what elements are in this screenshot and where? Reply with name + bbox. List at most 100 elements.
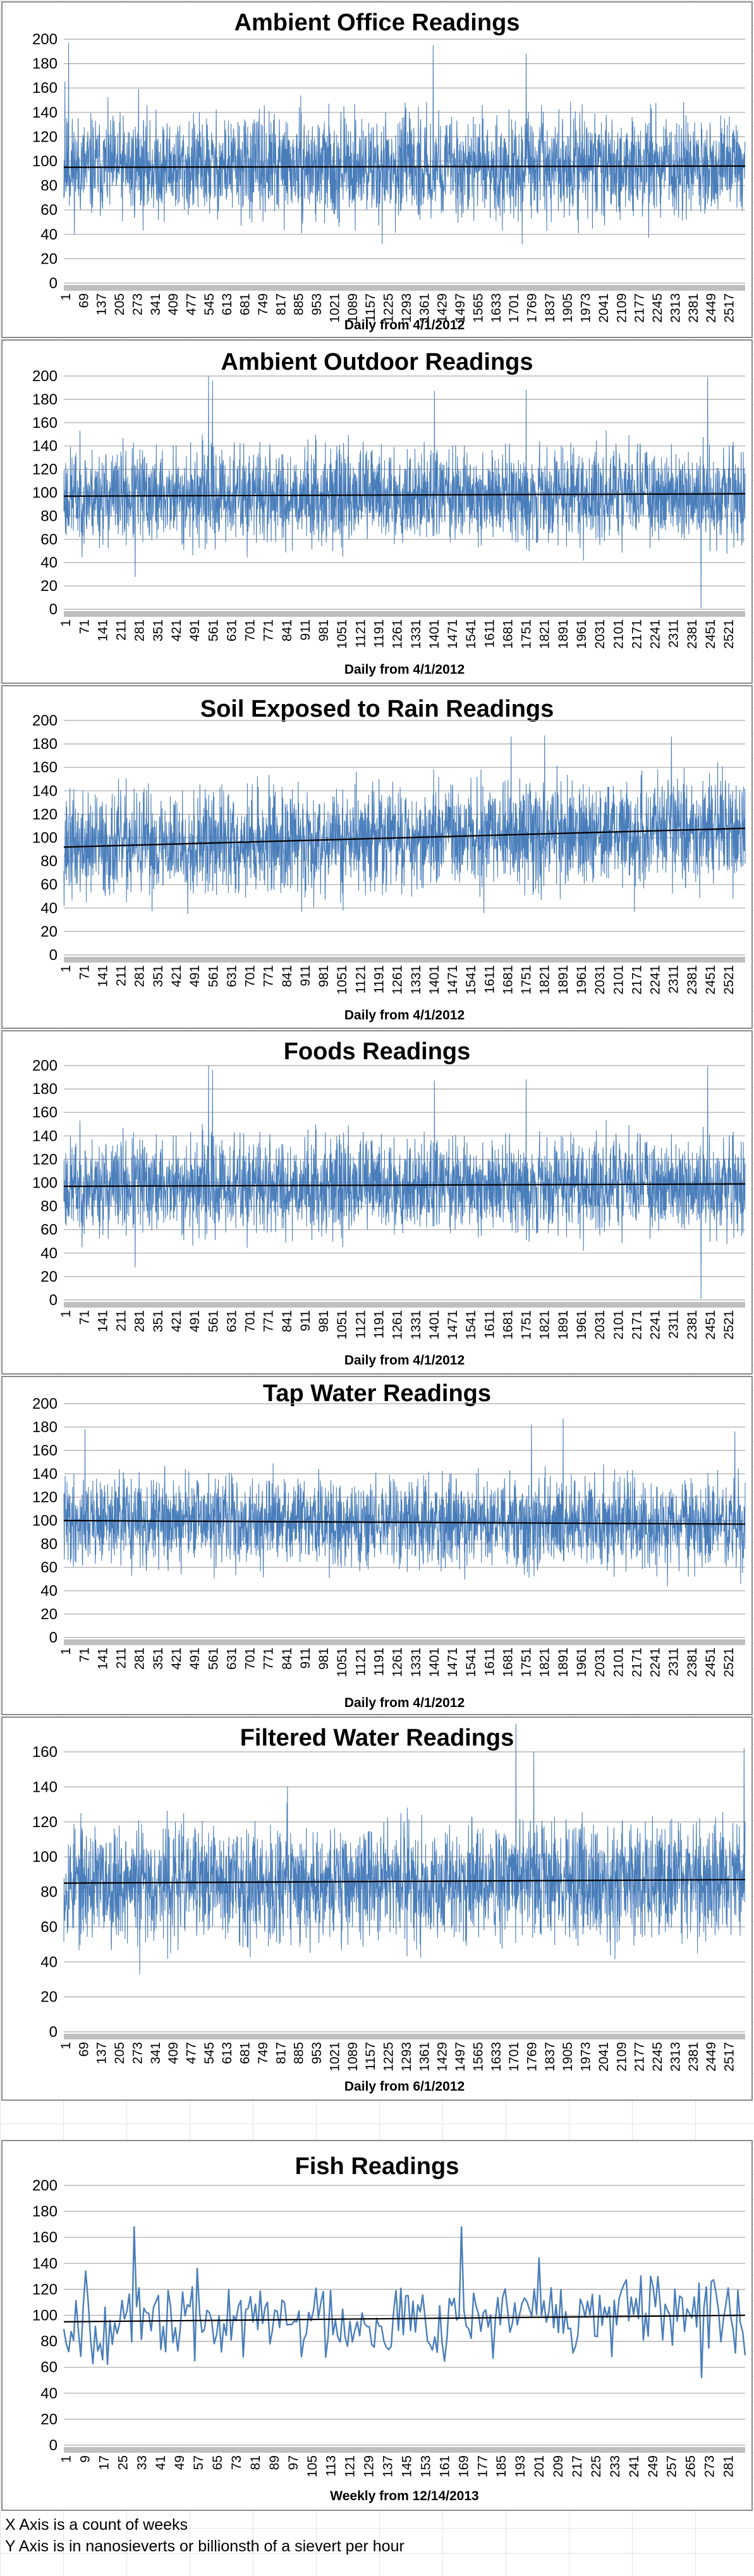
x-tick-label: 1331	[409, 1310, 423, 1340]
x-tick-label: 1121	[353, 1648, 368, 1676]
x-tick-label: 681	[238, 2042, 253, 2064]
x-tick-label: 49	[173, 2455, 187, 2470]
x-tick-label: 2171	[629, 1648, 644, 1677]
x-tick-label: 1541	[464, 965, 478, 995]
x-tick-label: 1	[59, 1648, 73, 1655]
x-tick-label: 2245	[650, 2042, 665, 2072]
series-line	[63, 1065, 746, 1299]
y-tick-label: 120	[32, 1489, 58, 1506]
x-tick-label: 477	[185, 2042, 199, 2064]
x-tick-label: 2521	[722, 1310, 736, 1340]
x-tick-label: 1331	[409, 619, 423, 649]
x-tick-label: 1471	[446, 1310, 460, 1340]
x-tick-label: 953	[310, 293, 324, 315]
series-line	[63, 735, 746, 914]
x-tick-label: 491	[188, 965, 202, 987]
x-tick-label: 701	[243, 1648, 258, 1670]
y-tick-label: 160	[32, 759, 58, 776]
x-tick-label: 257	[665, 2455, 679, 2477]
x-tick-label: 97	[286, 2455, 301, 2470]
y-tick-label: 140	[32, 438, 58, 455]
x-tick-label: 631	[224, 1310, 239, 1332]
y-tick-label: 200	[32, 368, 58, 385]
x-tick-label: 25	[116, 2455, 130, 2470]
y-tick-label: 140	[32, 1466, 58, 1483]
y-tick-label: 60	[40, 202, 58, 219]
x-tick-label: 71	[77, 1310, 92, 1325]
x-axis-label: Weekly from 12/14/2013	[330, 2489, 478, 2503]
x-tick-label: 1051	[335, 965, 350, 995]
y-tick-label: 40	[40, 226, 58, 243]
x-tick-label: 2241	[648, 1310, 663, 1340]
x-tick-label: 2241	[648, 619, 663, 649]
y-tick-label: 80	[40, 1884, 58, 1901]
x-tick-label: 17	[97, 2455, 111, 2470]
x-tick-label: 749	[256, 293, 271, 315]
x-tick-label: 2171	[629, 619, 644, 649]
y-tick-label: 140	[32, 1127, 58, 1145]
x-tick-label: 205	[112, 293, 127, 315]
x-tick-label: 1089	[346, 293, 360, 323]
chart-svg-fish-readings: Fish Readings 0 20 40 60 80 100 120 140 160 180 200…	[32, 2153, 746, 2503]
x-tick-label: 421	[169, 1648, 184, 1670]
x-tick-label: 2041	[597, 2042, 611, 2072]
x-tick-label: 193	[513, 2455, 528, 2477]
series-line	[63, 42, 746, 245]
x-tick-label: 71	[77, 965, 92, 980]
x-tick-label: 911	[298, 1310, 313, 1331]
y-tick-label: 20	[40, 923, 58, 940]
x-tick-label: 2521	[722, 1648, 736, 1677]
y-tick-label: 20	[40, 1606, 58, 1623]
x-tick-label: 1051	[335, 1648, 350, 1677]
x-tick-label: 41	[154, 2455, 168, 2470]
y-tick-label: 80	[40, 2333, 58, 2350]
x-tick-label: 1261	[391, 1310, 405, 1340]
x-axis-band	[64, 285, 745, 291]
x-tick-label: 1261	[391, 619, 405, 649]
x-axis-label: Daily from 6/1/2012	[344, 2079, 465, 2094]
x-tick-label: 65	[210, 2455, 225, 2470]
y-tick-label: 40	[40, 900, 58, 917]
y-tick-label: 0	[49, 2024, 58, 2041]
x-tick-label: 2031	[593, 965, 607, 995]
x-tick-label: 9	[78, 2455, 92, 2463]
x-tick-label: 69	[76, 2042, 91, 2057]
x-tick-label: 1769	[525, 293, 540, 323]
x-tick-label: 273	[130, 293, 145, 315]
x-tick-label: 1051	[335, 619, 350, 649]
y-tick-label: 60	[40, 1919, 58, 1936]
y-tick-label: 140	[32, 2255, 58, 2272]
chart-panel-filtered-water: Filtered Water Readings 0 20 40 60 80 100 120 14…	[1, 1716, 753, 2101]
x-tick-label: 73	[229, 2455, 244, 2470]
y-tick-label: 100	[32, 1512, 58, 1529]
y-tick-label: 0	[49, 1292, 58, 1309]
x-tick-label: 1905	[561, 293, 575, 323]
x-tick-label: 161	[437, 2455, 452, 2477]
x-tick-label: 2101	[611, 1648, 626, 1677]
x-tick-label: 153	[418, 2455, 433, 2477]
x-axis-band	[64, 1302, 745, 1308]
chart-panel-soil-exposed-to-rain: Soil Exposed to Rain Readings 0 20 40 60 80 10…	[1, 685, 753, 1029]
chart-title: Filtered Water Readings	[240, 1725, 514, 1751]
y-tick-label: 60	[40, 1559, 58, 1576]
x-tick-label: 817	[274, 2042, 288, 2064]
x-tick-label: 205	[112, 2042, 127, 2064]
y-tick-label: 180	[32, 1419, 58, 1436]
x-tick-label: 1751	[520, 1648, 534, 1677]
x-axis-label: Daily from 4/1/2012	[344, 1008, 465, 1023]
y-tick-label: 200	[32, 2177, 58, 2194]
axis-notes: X Axis is a count of weeks Y Axis is in …	[5, 2514, 751, 2557]
x-tick-label: 561	[206, 965, 221, 987]
y-tick-label: 40	[40, 1583, 58, 1600]
x-tick-label: 2451	[703, 1310, 718, 1340]
x-tick-label: 1633	[489, 293, 504, 323]
y-tick-label: 80	[40, 507, 58, 525]
x-tick-label: 771	[262, 1648, 276, 1670]
x-tick-label: 771	[262, 965, 276, 987]
y-tick-label: 100	[32, 2307, 58, 2324]
y-tick-label: 120	[32, 461, 58, 478]
x-tick-label: 137	[381, 2455, 396, 2477]
x-tick-label: 1293	[399, 293, 414, 323]
x-tick-label: 409	[166, 2042, 181, 2064]
chart-svg-ambient-outdoor-readings: Ambient Outdoor Readings 0 20 40 60 80 100 120 1…	[32, 349, 746, 677]
